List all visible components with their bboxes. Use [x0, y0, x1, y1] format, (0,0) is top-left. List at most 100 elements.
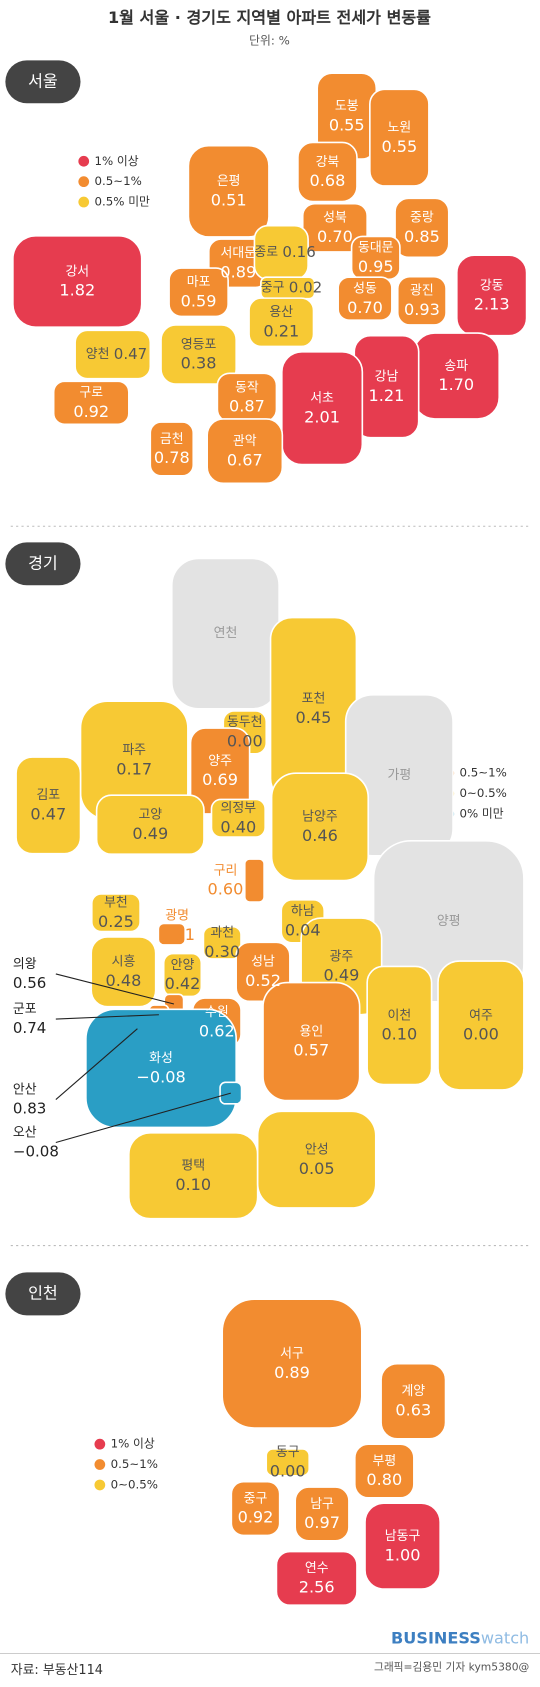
region-shape [364, 1502, 441, 1590]
region-name: 하남 [291, 904, 315, 919]
region-value: 0.87 [229, 397, 265, 416]
region-value: 0.25 [98, 912, 134, 931]
region-shape [15, 756, 82, 855]
region-shape [168, 267, 229, 318]
region-name: 광주 [330, 949, 354, 964]
region-name: 남동구 [385, 1529, 421, 1544]
region-name: 종로 [254, 245, 278, 260]
region-name: 도봉 [335, 99, 359, 114]
region-value: 0.78 [154, 448, 190, 467]
region-shape [354, 1443, 415, 1499]
region-shape [337, 276, 393, 321]
legend-label: 0% 미만 [459, 806, 503, 820]
region-value: 0.89 [220, 262, 256, 281]
region-value: 0.60 [208, 880, 244, 899]
region-shape [206, 418, 284, 485]
region-name: 수원 [205, 1005, 229, 1020]
badge-bg [5, 1272, 81, 1316]
region-name: 양주 [208, 754, 232, 769]
region-name: 남구 [310, 1497, 334, 1512]
legend-label: 1% 이상 [111, 1437, 155, 1451]
region-name: 의왕 [13, 957, 37, 972]
region-name: 부평 [372, 1454, 396, 1469]
region-value: 0.47 [114, 345, 147, 363]
region-value: 0.10 [175, 1175, 211, 1194]
region-value: 0.93 [404, 300, 440, 319]
region-value: 0.10 [381, 1025, 417, 1044]
region-value: 0.62 [199, 1021, 235, 1040]
region-shape [396, 275, 447, 326]
region-name: 의정부 [221, 801, 257, 816]
region-value: 1.82 [59, 281, 95, 300]
legend-label: 0.5~1% [111, 1457, 158, 1471]
region-shape [210, 798, 266, 838]
region-value: 0.45 [296, 708, 332, 727]
region-shape [243, 858, 265, 903]
region-name: 고양 [138, 808, 162, 823]
region-shape [270, 772, 370, 882]
region-shape [281, 351, 364, 466]
region-value: 1.00 [385, 1545, 421, 1564]
region-name: 중구 [261, 280, 285, 295]
region-name: 서대문 [221, 246, 257, 261]
region-name: 양천 [86, 347, 110, 362]
region-value: 0.46 [302, 826, 338, 845]
region-value: 0.56 [13, 974, 46, 992]
region-value: 0.49 [323, 966, 359, 985]
region-value: 0.70 [317, 227, 353, 246]
region-name: 여주 [469, 1008, 493, 1023]
region-value: 0.00 [463, 1025, 499, 1044]
region-shape [85, 1008, 237, 1129]
region-name: 중랑 [410, 211, 434, 226]
legend-dot [94, 1438, 106, 1450]
region-name: 광진 [410, 284, 434, 299]
map-section: 인천 1% 이상 0.5~1% 0~0.5% 서구 0.89 계양0.63 부평0.80 동구 0… [5, 1272, 447, 1606]
legend-dot [94, 1479, 106, 1491]
region-name: 강동 [480, 278, 504, 293]
region-name: 평택 [181, 1159, 205, 1174]
region-value: 0.68 [310, 171, 346, 190]
region-name: 가평 [388, 768, 412, 783]
region-value: 0.67 [227, 450, 263, 469]
region-name: 마포 [187, 275, 211, 290]
region-value: 1.21 [369, 386, 405, 405]
region-value: 0.40 [220, 817, 256, 836]
region-shape [394, 197, 450, 259]
region-value: 0.55 [329, 115, 365, 134]
region-shape [12, 235, 143, 328]
region-value: 0.71 [159, 925, 195, 944]
credit: 그래픽=김용민 기자 kym5380@ [374, 1660, 529, 1673]
region-shape [149, 421, 195, 477]
callout-line [55, 1028, 138, 1100]
legend-dot [78, 196, 90, 208]
region-name: 서구 [280, 1346, 304, 1361]
region-value: 2.01 [304, 407, 340, 426]
region-name: 계양 [401, 1384, 425, 1399]
region-value: 0.63 [395, 1400, 431, 1419]
region-name: 양평 [437, 914, 461, 929]
region-name: 연수 [305, 1561, 329, 1576]
region-value: 0.89 [274, 1363, 310, 1382]
region-value: 0.05 [299, 1159, 335, 1178]
region-name: 이천 [388, 1008, 412, 1023]
region-name: 파주 [122, 743, 146, 758]
region-name: 안성 [305, 1143, 329, 1158]
region-shape [297, 141, 358, 203]
region-shape [437, 960, 525, 1091]
region-value: 0.55 [381, 137, 417, 156]
region-name: 화성 [149, 1051, 173, 1066]
region-name: 부천 [104, 896, 128, 911]
region-shape [294, 1486, 350, 1542]
region-value: 0.21 [263, 321, 299, 340]
region-name: 구리 [214, 863, 238, 878]
region-name: 구로 [79, 386, 103, 401]
badge-bg [5, 542, 81, 586]
legend-label: 0.5% 미만 [94, 195, 150, 209]
region-name: 동작 [235, 380, 259, 395]
region-value: 0.02 [289, 278, 322, 296]
region-value: 0.92 [73, 402, 109, 421]
